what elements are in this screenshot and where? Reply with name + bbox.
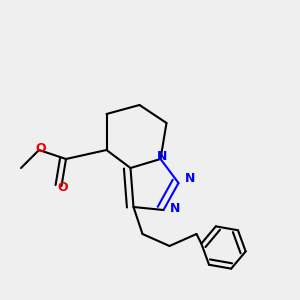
Text: O: O xyxy=(35,142,46,155)
Text: N: N xyxy=(157,149,167,163)
Text: N: N xyxy=(170,202,181,215)
Text: O: O xyxy=(58,181,68,194)
Text: N: N xyxy=(185,172,195,185)
